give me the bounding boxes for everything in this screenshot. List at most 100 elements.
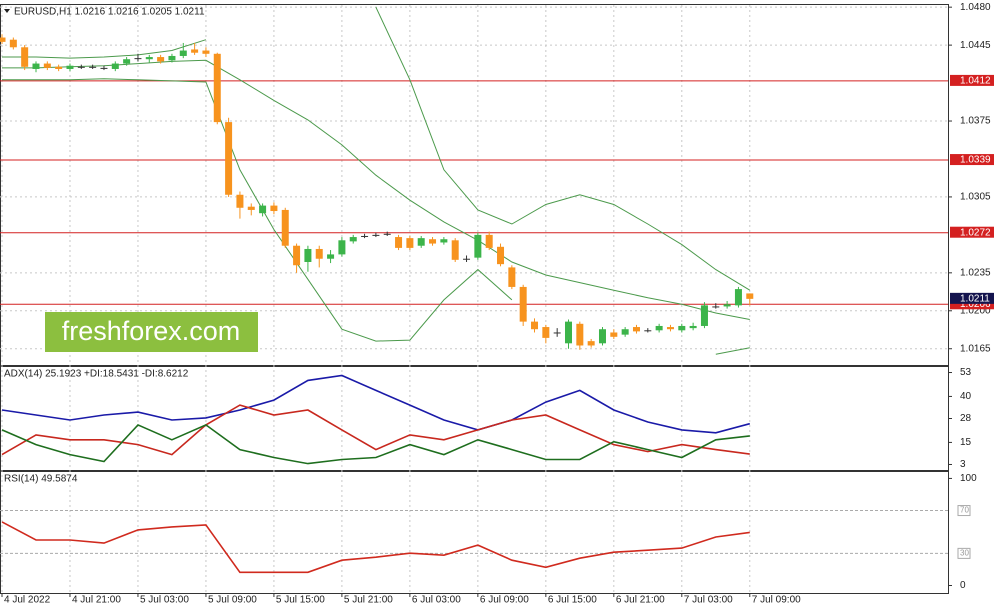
candle-body [542,327,550,338]
candle-body [655,325,663,331]
candle-body [293,245,301,266]
candle-body [247,206,255,210]
candle-body [89,66,97,68]
x-tick-label: 6 Jul 15:00 [548,595,597,606]
x-tick-label: 7 Jul 09:00 [752,595,801,606]
level-label: 1.0339 [960,155,991,166]
candle-body [225,122,233,195]
level-label: 70 [960,506,969,515]
indicator-line [1,521,750,574]
candle-body [519,286,527,322]
candle-body [451,240,459,260]
candle-body [32,63,40,69]
candle-body [349,237,357,242]
main-pane [0,4,949,366]
y-tick-label: 1.0480 [960,2,991,13]
candle-body [327,254,335,259]
y-tick-label: 1.0305 [960,192,991,203]
candle-body [55,66,63,69]
candle-body [9,39,17,48]
watermark-box [45,312,258,352]
y-tick-label: 100 [960,473,977,484]
y-tick-label: 15 [960,437,972,448]
candle-body [361,235,369,237]
candle-body [689,325,697,329]
x-tick-label: 4 Jul 2022 [4,595,51,606]
candle-body [191,49,199,53]
candle-body [236,194,244,208]
candle-body [474,234,482,258]
candle-body [338,240,346,255]
last-price-box [950,292,994,304]
level-box [950,154,994,166]
candle-body [485,234,493,248]
indicator-line [1,404,750,456]
candle-body [553,332,561,334]
candle-body [463,258,471,260]
candle-body [587,341,595,346]
candle-body [712,306,720,308]
candle-body [497,246,505,265]
y-tick-label: 0 [960,580,966,591]
candle-body [440,239,448,243]
candle-body [168,55,176,61]
pane-title: EURUSD,H1 1.0216 1.0216 1.0205 1.0211 [14,7,205,18]
x-tick-label: 4 Jul 21:00 [72,595,121,606]
x-tick-label: 5 Jul 09:00 [208,595,257,606]
y-tick-label: 1.0375 [960,116,991,127]
pane-title: ADX(14) 25.1923 +DI:18.5431 -DI:8.6212 [4,369,189,380]
candle-body [66,65,74,69]
candle-body [270,205,278,212]
level-box [957,505,971,517]
y-tick-label: 1.0235 [960,267,991,278]
candle-body [315,248,323,259]
x-tick-label: 5 Jul 21:00 [344,595,393,606]
x-tick-label: 6 Jul 09:00 [480,595,529,606]
candle-body [531,321,539,330]
y-tick-label: 3 [960,459,966,470]
candle-body [383,233,391,235]
candle-body [429,239,437,244]
candle-body [417,238,425,246]
candle-body [145,57,153,60]
candle-body [598,329,606,344]
candle-body [134,58,142,60]
indicator-line [1,374,751,434]
candle-body [632,327,640,332]
x-tick-label: 5 Jul 15:00 [276,595,325,606]
x-tick-label: 5 Jul 03:00 [140,595,189,606]
y-tick-label: 1.0165 [960,343,991,354]
candle-body [372,234,380,236]
candle-body [77,66,85,68]
candle-body [123,59,131,64]
candle-body [565,321,572,344]
candle-body [395,237,403,248]
x-tick-label: 7 Jul 03:00 [684,595,733,606]
candle-body [43,63,51,68]
indicator-line [1,423,750,465]
candle-body [179,50,187,56]
candle-body [610,332,618,337]
level-box [950,226,994,238]
candle-body [259,205,267,214]
y-tick-label: 1.0200 [960,305,991,316]
y-tick-label: 28 [960,413,972,424]
candle-body [0,37,6,42]
indicator-line [2,6,751,291]
candle-body [723,304,731,307]
watermark: freshforex.com [62,316,241,346]
x-tick-label: 6 Jul 21:00 [616,595,665,606]
level-label: 1.0412 [960,76,991,87]
y-tick-label: 40 [960,391,972,402]
candle-body [700,305,708,326]
candle-body [21,47,29,67]
rsi-pane [0,471,949,594]
candle-body [576,323,584,346]
symbol-menu-icon[interactable] [4,9,10,13]
level-label: 30 [960,548,969,557]
candle-body [213,53,221,123]
candle-body [100,67,108,69]
